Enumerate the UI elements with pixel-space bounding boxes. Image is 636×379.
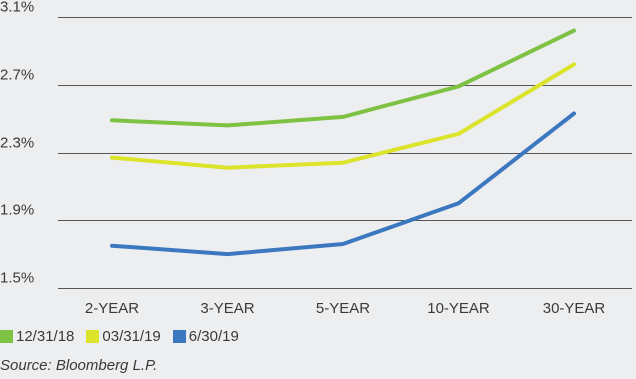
x-tick-label: 30-YEAR [543,300,606,317]
legend-item: 03/31/19 [86,328,161,345]
series-line-03-31-19 [110,62,576,170]
x-tick-label: 3-YEAR [200,300,254,317]
legend-swatch [172,330,186,343]
series-line-6-30-19 [110,111,576,257]
y-tick-label: 1.9% [0,202,34,219]
y-tick-label: 2.3% [0,135,34,152]
legend-swatch [86,330,100,343]
x-tick-label: 2-YEAR [85,300,139,317]
legend-item: 6/30/19 [172,328,239,345]
y-tick-label: 2.7% [0,67,34,84]
chart-plot: 1.5% 1.9% 2.3% 2.7% 3.1% 2-YEAR 3-YEAR 5-YEAR 10… [0,0,632,317]
x-tick-label: 10-YEAR [427,300,490,317]
chart-source: Source: Bloomberg L.P. [0,357,158,374]
legend-swatch [0,330,13,343]
y-tick-label: 1.5% [0,270,34,287]
chart-legend: 12/31/18 03/31/19 6/30/19 [0,328,251,345]
legend-label: 03/31/19 [102,328,161,345]
legend-label: 6/30/19 [188,328,239,345]
x-tick-label: 5-YEAR [316,300,370,317]
legend-item: 12/31/18 [0,328,74,345]
y-tick-label: 3.1% [0,0,34,16]
series-line-12-31-18 [110,28,576,128]
legend-label: 12/31/18 [16,328,75,345]
